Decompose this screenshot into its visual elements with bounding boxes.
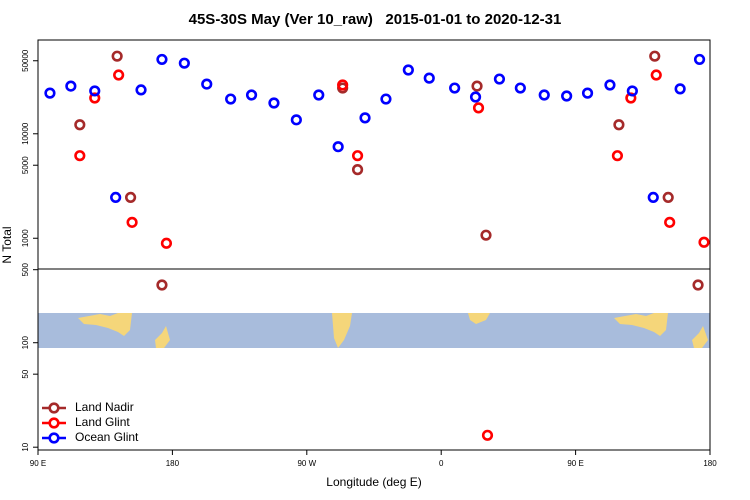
- legend-marker: [48, 402, 60, 414]
- y-tick-label: 50: [21, 369, 30, 378]
- point: [581, 87, 594, 99]
- point: [650, 69, 662, 81]
- point: [480, 229, 492, 241]
- y-tick-label: 100: [21, 336, 30, 350]
- point: [626, 85, 638, 97]
- point: [649, 50, 661, 62]
- point: [74, 150, 86, 162]
- point: [662, 191, 674, 204]
- point: [290, 114, 302, 126]
- y-tick-label: 50000: [21, 49, 30, 72]
- point: [313, 89, 325, 101]
- legend-marker: [48, 432, 60, 444]
- point: [225, 93, 237, 105]
- point: [674, 83, 686, 95]
- point: [332, 141, 344, 153]
- point: [611, 150, 624, 162]
- point: [351, 164, 364, 176]
- x-tick-label: 180: [703, 459, 717, 468]
- y-axis-label: N Total: [0, 226, 14, 263]
- point: [698, 236, 710, 248]
- x-tick-label: 180: [166, 459, 180, 468]
- point: [469, 91, 482, 103]
- x-tick-label: 90 W: [297, 459, 316, 468]
- point: [380, 93, 392, 105]
- point: [65, 80, 77, 92]
- point: [538, 89, 550, 101]
- point: [113, 69, 125, 81]
- point: [423, 72, 435, 84]
- point: [514, 82, 526, 94]
- point: [337, 79, 349, 91]
- point: [561, 90, 573, 102]
- point: [110, 191, 122, 204]
- point: [493, 73, 506, 85]
- x-tick-label: 0: [439, 459, 444, 468]
- plot-frame: [37, 39, 711, 451]
- point: [124, 191, 137, 204]
- point: [351, 150, 364, 162]
- point: [471, 80, 483, 92]
- x-tick-label: 90 E: [567, 459, 583, 468]
- point: [613, 119, 625, 131]
- point: [44, 87, 56, 99]
- chart-title: 45S-30S May (Ver 10_raw) 2015-01-01 to 2…: [189, 11, 562, 28]
- point: [156, 279, 168, 291]
- point: [89, 85, 101, 97]
- point: [126, 216, 138, 228]
- point: [135, 84, 147, 96]
- y-tick-label: 500: [21, 262, 30, 276]
- point: [472, 102, 485, 114]
- point: [178, 57, 190, 69]
- point: [268, 97, 280, 109]
- y-tick-label: 5000: [21, 156, 30, 174]
- point: [449, 82, 461, 94]
- x-axis-label: Longitude (deg E): [326, 475, 421, 489]
- y-tick-label: 1000: [21, 229, 30, 247]
- map-strip: [38, 313, 710, 348]
- point: [693, 53, 706, 66]
- point: [74, 119, 86, 131]
- y-tick-label: 10: [21, 442, 30, 451]
- legend-label: Land Nadir: [75, 400, 134, 414]
- legend-marker: [48, 417, 60, 429]
- legend-label: Ocean Glint: [75, 430, 139, 444]
- point: [245, 89, 258, 101]
- point: [359, 112, 371, 124]
- point: [692, 279, 704, 291]
- x-tick-label: 90 E: [30, 459, 46, 468]
- point: [111, 50, 123, 62]
- point: [156, 53, 168, 66]
- y-tick-label: 10000: [21, 122, 30, 145]
- point: [160, 237, 173, 249]
- point: [664, 216, 676, 228]
- point: [89, 92, 101, 104]
- point: [481, 429, 494, 441]
- point: [604, 79, 616, 91]
- point: [402, 64, 414, 76]
- point: [201, 78, 213, 90]
- legend-label: Land Glint: [75, 415, 130, 429]
- point: [647, 191, 659, 204]
